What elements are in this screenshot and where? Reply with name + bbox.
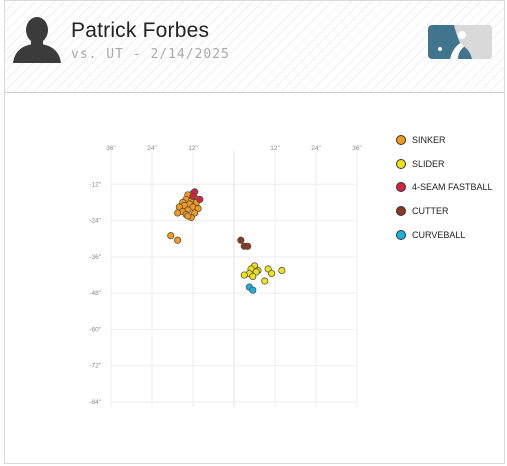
pitch-point-sinker — [167, 232, 175, 240]
player-silhouette-icon — [11, 13, 63, 63]
y-tick-label: -60" — [89, 326, 101, 333]
pitch-point-sinker — [174, 236, 182, 244]
pitch-point-slider — [249, 272, 257, 281]
legend-swatch — [396, 158, 406, 169]
legend-label: CUTTER — [412, 205, 449, 216]
pitch-point-sinker — [184, 212, 192, 220]
pitch-point-4-seam-fastball — [196, 195, 204, 203]
legend: SINKER SLIDER 4-SEAM FASTBALL CUTTER CURVEBA… — [396, 128, 506, 246]
game-subtitle: vs. UT - 2/14/2025 — [71, 47, 230, 62]
legend-label: SINKER — [412, 134, 446, 145]
pitch-point-slider — [261, 277, 269, 285]
pitch-point-slider — [278, 266, 286, 275]
legend-item: CURVEBALL — [396, 223, 506, 247]
legend-label: 4-SEAM FASTBALL — [412, 182, 493, 193]
y-tick-label: -12" — [89, 181, 101, 188]
pitch-point-curveball — [249, 286, 257, 294]
mlb-logo-icon — [428, 25, 492, 59]
legend-swatch — [396, 182, 406, 193]
x-tick-label: 12" — [270, 145, 280, 152]
player-header: Patrick Forbes vs. UT - 2/14/2025 — [5, 1, 504, 93]
y-tick-label: -84" — [89, 399, 101, 406]
pitch-point-sinker — [174, 209, 182, 217]
y-tick-label: -36" — [89, 254, 101, 261]
x-tick-label: 24" — [147, 145, 157, 152]
y-tick-label: -48" — [89, 290, 101, 297]
legend-swatch — [396, 134, 406, 145]
legend-swatch — [396, 229, 406, 240]
y-tick-label: -24" — [89, 218, 101, 225]
legend-item: SLIDER — [396, 152, 506, 176]
legend-label: SLIDER — [412, 158, 445, 169]
legend-item: 4-SEAM FASTBALL — [396, 175, 506, 199]
legend-swatch — [396, 205, 406, 216]
legend-item: SINKER — [396, 128, 506, 152]
x-tick-label: 36" — [352, 145, 362, 152]
x-tick-label: 12" — [188, 145, 198, 152]
pitch-point-cutter — [244, 242, 252, 250]
pitch-point-cutter — [237, 236, 245, 244]
chart-card: Patrick Forbes vs. UT - 2/14/2025 — [4, 0, 505, 464]
player-name: Patrick Forbes — [71, 19, 210, 42]
legend-label: CURVEBALL — [412, 229, 466, 240]
legend-item: CUTTER — [396, 199, 506, 223]
pitch-point-4-seam-fastball — [189, 192, 197, 200]
y-tick-label: -72" — [89, 363, 101, 370]
pitch-point-slider — [268, 269, 276, 278]
x-tick-label: 24" — [311, 145, 321, 152]
x-tick-label: 36" — [106, 145, 116, 152]
pitch-point-slider — [240, 271, 248, 279]
